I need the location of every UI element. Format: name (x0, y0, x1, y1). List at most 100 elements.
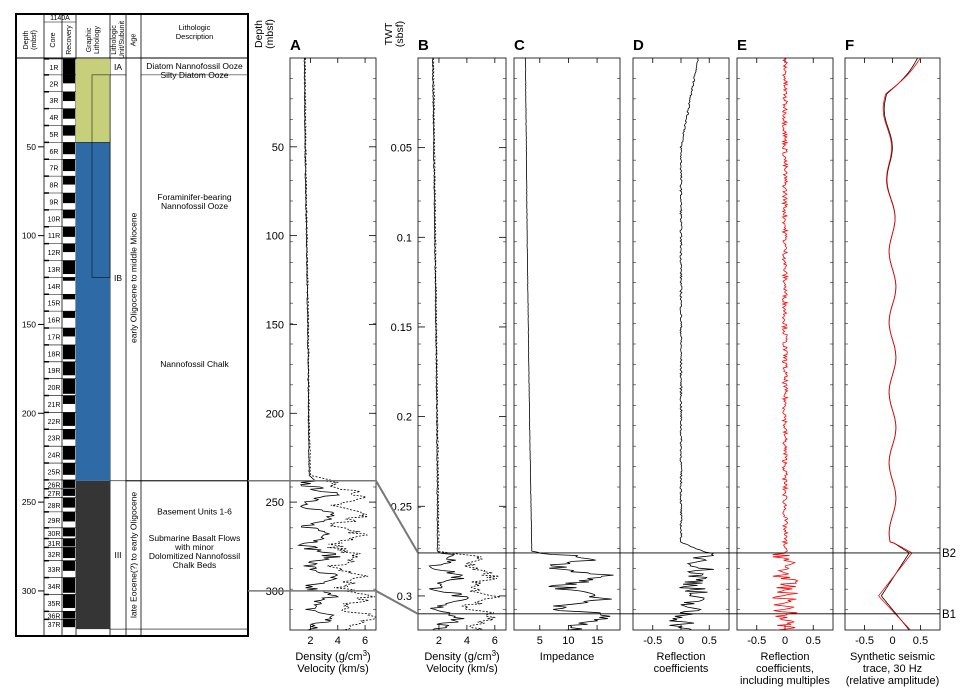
recovery-bar (63, 176, 75, 185)
boundary-label: B1 (942, 609, 956, 621)
x-tick-label: 4 (335, 635, 341, 647)
x-tick-label: 6 (492, 635, 498, 647)
panel-F: F -0.5 0 0.5 Synthetic seismic trace, 30 Hz (r… (844, 37, 941, 687)
recovery-bar (63, 125, 75, 136)
column-depth-label: 150 (22, 319, 36, 329)
recovery-bar (63, 294, 75, 300)
x-tick-label: 5 (537, 635, 543, 647)
recovery-bar (63, 328, 75, 337)
age-label: early Oligocene to middle Miocene (129, 212, 139, 343)
core-label: 34R (48, 584, 61, 591)
x-axis-label: Synthetic seismic trace, 30 Hz (relative a… (846, 651, 940, 687)
core-label: 23R (48, 436, 61, 443)
y-tick-label: 100 (266, 231, 284, 243)
core-label: 25R (48, 469, 61, 476)
unit-label: III (114, 550, 121, 560)
header-age: Age (131, 34, 138, 47)
description-text: Submarine Basalt Flows with minor Dolomiti… (149, 533, 241, 570)
core-label: 4R (50, 115, 59, 122)
boundary-connector (375, 590, 419, 615)
x-tick-label: 0.5 (913, 635, 928, 647)
column-frame (15, 13, 249, 637)
x-tick-label: -0.5 (643, 635, 662, 647)
recovery-bar (63, 74, 75, 84)
series-line-1 (878, 57, 921, 631)
x-tick-label: 15 (591, 635, 603, 647)
header-description: Lithologic Description (176, 23, 214, 41)
x-axis-label: Density (g/cm3) Velocity (km/s) (424, 649, 499, 676)
boundary-label: B2 (942, 548, 956, 560)
panel-E: E -0.5 0 0.5 Reflection coefficients, includin… (736, 37, 834, 687)
panel-B: B 2 4 6 Density (g/cm3) Velocity (km/s) 0.05 0.… (391, 37, 507, 676)
y-tick-label: 0.3 (397, 591, 412, 603)
core-label: 21R (48, 402, 61, 409)
series-line-0 (669, 57, 715, 631)
core-label: 17R (48, 334, 61, 341)
core-label: 35R (48, 601, 61, 608)
column-depth-label: 300 (22, 586, 36, 596)
core-label: 32R (48, 552, 61, 559)
lithology-interval (76, 58, 110, 143)
x-axis-label: Density (g/cm3) Velocity (km/s) (295, 649, 370, 676)
subunit-outline (91, 74, 111, 278)
y-tick-label: 0.15 (391, 322, 412, 334)
recovery-bar (63, 429, 75, 440)
core-label: 24R (48, 453, 61, 460)
panel-frame (513, 57, 621, 631)
panel-letter: B (418, 37, 429, 54)
y-tick-label: 0.2 (397, 412, 412, 424)
recovery-bar (63, 91, 75, 102)
header-unit: LithologicUnit/Subunit (111, 21, 126, 59)
recovery-bar (63, 58, 75, 75)
panel-letter: E (737, 37, 747, 54)
series-line-1 (432, 57, 501, 631)
x-tick-label: 2 (436, 635, 442, 647)
core-label: 27R (48, 491, 61, 498)
recovery-bar (63, 488, 75, 496)
x-tick-label: 10 (562, 635, 574, 647)
core-label: 15R (48, 301, 61, 308)
recovery-bar (63, 511, 75, 522)
recovery-bar (63, 547, 75, 559)
header-recovery: Recovery (66, 25, 73, 55)
x-axis-label: Reflection coefficients (654, 651, 709, 675)
panel-letter: D (633, 37, 644, 54)
core-label: 8R (50, 183, 59, 190)
lithology-interval (76, 480, 110, 630)
recovery-bar (63, 497, 75, 508)
recovery-bar (63, 243, 75, 253)
core-label: 16R (48, 318, 61, 325)
panel-C: C 5 10 15 Impedance (513, 37, 621, 663)
recovery-bar (63, 159, 75, 172)
column-depth-label: 50 (27, 142, 37, 152)
header-depth: Depth(mbsf) (23, 30, 38, 50)
core-label: 10R (48, 216, 61, 223)
core-label: 6R (50, 149, 59, 156)
recovery-bar (63, 193, 75, 204)
core-label: 14R (48, 284, 61, 291)
core-label: 18R (48, 351, 61, 358)
y-tick-label: 150 (266, 319, 284, 331)
panel-A: A 2 4 6 Density (g/cm3) Velocity (km/s) 50 100 1… (266, 37, 377, 676)
recovery-bar (63, 108, 75, 119)
core-label: 13R (48, 267, 61, 274)
x-tick-label: 0 (782, 635, 788, 647)
y-tick-label: 50 (272, 142, 284, 154)
core-label: 7R (50, 166, 59, 173)
core-label: 30R (48, 531, 61, 538)
core-label: 20R (48, 385, 61, 392)
core-label: 3R (50, 98, 59, 105)
core-label: 1R (50, 65, 59, 72)
series-line-0 (297, 57, 341, 631)
core-label: 28R (48, 503, 61, 510)
lithostratigraphic-column: 1140A Depth(mbsf) Core Recovery GraphicLitho… (15, 13, 249, 637)
boundary-connector (375, 480, 419, 554)
x-tick-label: -0.5 (747, 635, 766, 647)
x-tick-label: 0.5 (702, 635, 717, 647)
unit-label: IB (114, 273, 122, 283)
recovery-bar (63, 395, 75, 404)
recovery-bar (63, 527, 75, 537)
core-label: 31R (48, 541, 61, 548)
